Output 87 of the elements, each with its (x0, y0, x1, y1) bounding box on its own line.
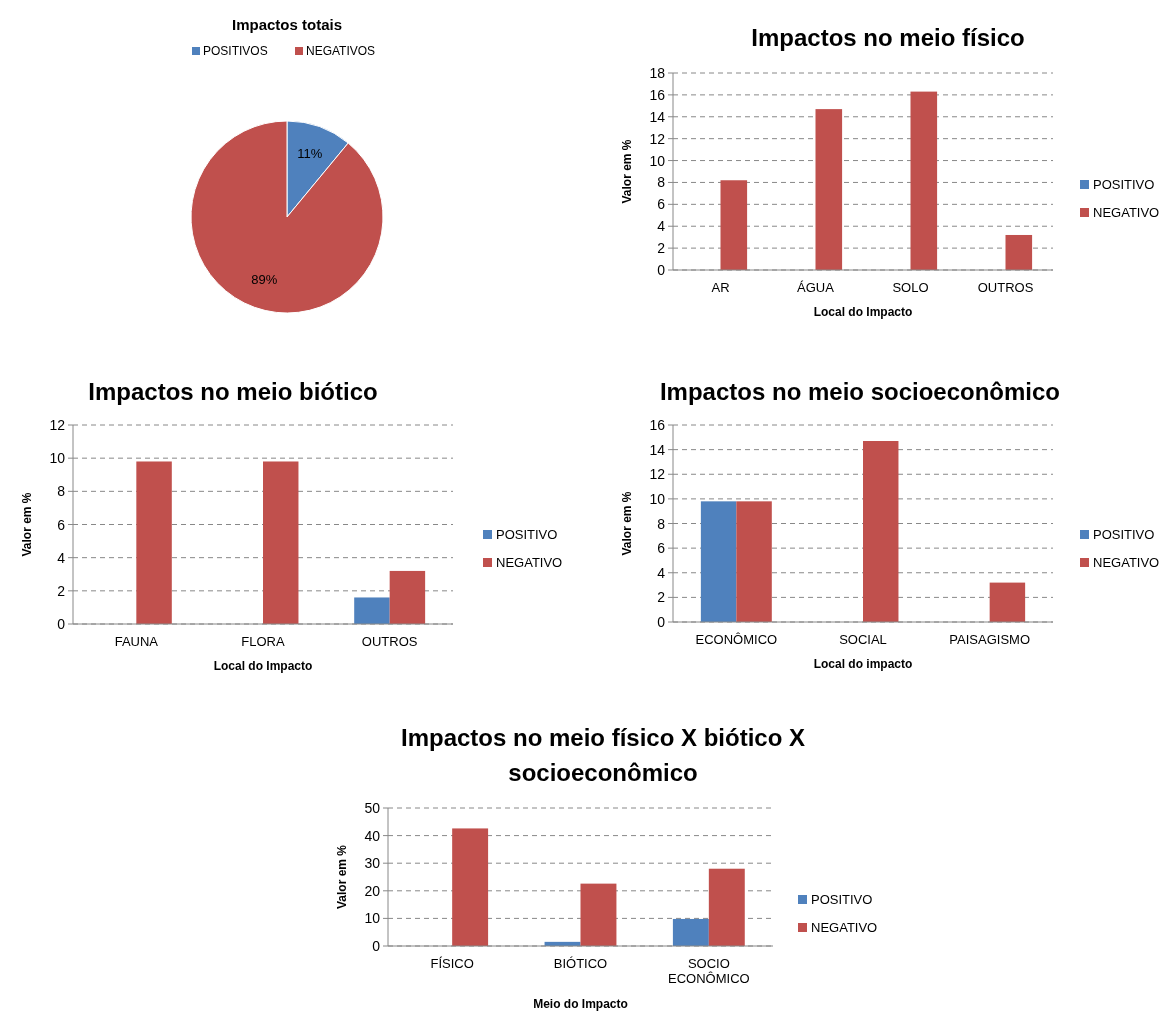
x-tick-label: AR (711, 280, 730, 295)
bar (700, 501, 737, 622)
legend-label: NEGATIVO (496, 555, 563, 570)
x-tick-label: FLORA (241, 634, 285, 649)
y-tick-label: 0 (372, 938, 381, 954)
data-label: 11% (297, 145, 323, 161)
chart-title: Impactos totais (231, 16, 343, 33)
legend-label: NEGATIVO (1093, 555, 1159, 570)
y-tick-label: 4 (657, 218, 666, 235)
legend-label: NEGATIVOS (306, 44, 376, 58)
chart-title: Impactos no meio biótico (88, 378, 378, 405)
x-tick-label: SOCIO ECONÔMICO (668, 956, 750, 986)
y-tick-label: 10 (364, 910, 381, 927)
y-tick-label: 12 (649, 130, 666, 147)
x-tick-label: ECONÔMICO (695, 632, 778, 647)
y-axis-title: Valor em % (620, 491, 634, 556)
chart-title: Impactos no meio físico X biótico X socioeconômico (400, 724, 806, 786)
x-tick-label: BIÓTICO (553, 956, 608, 971)
x-tick-label: ÁGUA (797, 280, 835, 295)
x-axis-title: Meio do Impacto (533, 997, 628, 1011)
y-tick-label: 10 (49, 450, 66, 467)
legend-label: NEGATIVO (811, 920, 878, 935)
x-tick-label: FAUNA (114, 634, 159, 649)
y-tick-label: 18 (649, 65, 666, 81)
y-tick-label: 16 (649, 417, 666, 433)
y-tick-label: 14 (649, 441, 666, 458)
y-tick-label: 2 (57, 582, 66, 599)
y-tick-label: 8 (657, 515, 666, 532)
y-axis-title: Valor em % (620, 139, 634, 204)
data-label: 89% (251, 272, 278, 288)
bar (580, 883, 617, 946)
x-axis-title: Local do Impacto (813, 305, 913, 319)
legend-label: POSITIVO (1093, 527, 1155, 542)
legend-label: POSITIVO (496, 527, 558, 542)
chart-title: Impactos no meio físico (751, 24, 1025, 51)
y-tick-label: 0 (657, 614, 666, 630)
y-tick-label: 50 (364, 800, 381, 816)
y-tick-label: 16 (649, 86, 666, 103)
x-tick-label: FÍSICO (430, 956, 474, 971)
bar (736, 501, 772, 622)
x-tick-label: OUTROS (361, 634, 418, 649)
y-tick-label: 2 (657, 240, 666, 257)
bar (1005, 234, 1033, 270)
chart-title: Impactos no meio socioeconômico (659, 378, 1061, 405)
y-tick-label: 6 (57, 516, 66, 533)
y-tick-label: 10 (649, 490, 666, 507)
x-axis-title: Local do Impacto (213, 659, 313, 673)
bar (389, 570, 426, 624)
bar (910, 91, 938, 270)
bar (452, 828, 489, 946)
bar (815, 109, 843, 270)
x-tick-label: PAISAGISMO (949, 632, 1030, 647)
y-axis-title: Valor em % (20, 492, 34, 557)
y-tick-label: 8 (57, 483, 66, 500)
legend-label: POSITIVOS (203, 44, 268, 58)
bar (136, 461, 172, 624)
y-tick-label: 2 (657, 589, 666, 606)
bar (863, 441, 899, 622)
bar (354, 597, 390, 624)
y-tick-label: 20 (364, 882, 381, 899)
y-tick-label: 0 (57, 616, 66, 632)
pie-slice (190, 120, 384, 314)
legend-label: POSITIVO (811, 892, 873, 907)
y-tick-label: 4 (57, 549, 66, 566)
x-tick-label: OUTROS (977, 280, 1034, 295)
x-tick-label: SOCIAL (839, 632, 887, 647)
bar (672, 918, 709, 946)
legend-label: POSITIVO (1093, 177, 1155, 192)
x-axis-title: Local do impacto (813, 657, 913, 671)
y-tick-label: 10 (649, 152, 666, 169)
y-tick-label: 6 (657, 540, 666, 557)
x-tick-label: SOLO (892, 280, 929, 295)
y-tick-label: 0 (657, 262, 666, 278)
y-tick-label: 4 (657, 564, 666, 581)
bar (708, 868, 745, 946)
bar (989, 582, 1026, 622)
y-tick-label: 14 (649, 108, 666, 125)
y-tick-label: 6 (657, 196, 666, 213)
y-tick-label: 8 (657, 174, 666, 191)
y-tick-label: 30 (364, 855, 381, 872)
y-tick-label: 40 (364, 827, 381, 844)
y-tick-label: 12 (649, 466, 666, 483)
y-tick-label: 12 (49, 417, 66, 433)
legend-label: NEGATIVO (1093, 205, 1159, 220)
y-axis-title: Valor em % (335, 844, 349, 910)
bar (263, 461, 299, 624)
bar (720, 180, 748, 270)
